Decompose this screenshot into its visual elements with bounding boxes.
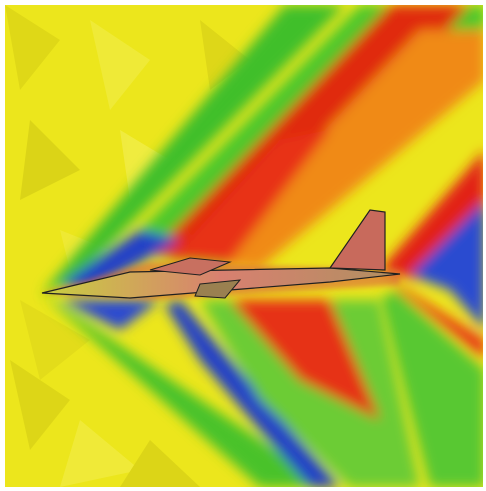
tail-shock	[380, 152, 483, 487]
lower-shock	[42, 293, 420, 487]
image-area	[5, 5, 483, 487]
wing	[194, 279, 242, 299]
aircraft	[41, 209, 401, 299]
upper-shock	[42, 5, 483, 293]
tail-fin	[328, 209, 386, 271]
canard	[149, 257, 232, 276]
